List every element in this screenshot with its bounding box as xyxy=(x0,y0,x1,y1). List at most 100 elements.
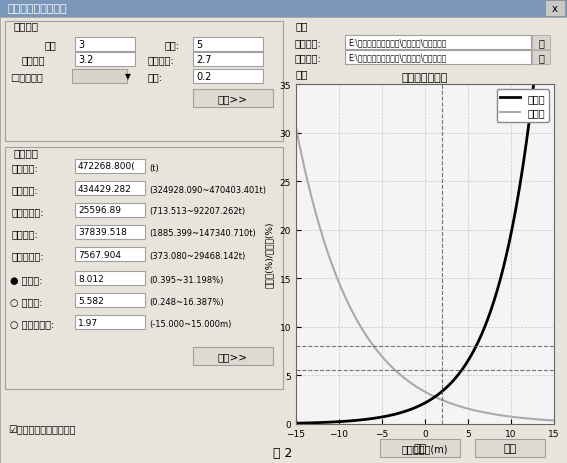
Bar xyxy=(75,271,145,285)
Text: 品位:: 品位: xyxy=(148,72,163,82)
Text: □金属元素: □金属元素 xyxy=(10,72,43,82)
Text: 矿岩分界处边界控制: 矿岩分界处边界控制 xyxy=(8,4,67,14)
Text: x: x xyxy=(552,4,558,14)
X-axis label: 后冲线位置(m): 后冲线位置(m) xyxy=(402,444,448,453)
损失率 xyxy=(455,403,462,409)
Bar xyxy=(75,225,145,239)
Text: 动用矿量:: 动用矿量: xyxy=(12,163,39,173)
Text: (0.248~16.387%): (0.248~16.387%) xyxy=(149,297,223,306)
Bar xyxy=(193,70,263,84)
Bar xyxy=(75,38,135,52)
Text: 采出矿量:: 采出矿量: xyxy=(12,185,39,194)
Text: 3.2: 3.2 xyxy=(78,55,94,65)
Text: (t): (t) xyxy=(149,163,159,172)
Bar xyxy=(345,51,531,65)
Text: 434429.282: 434429.282 xyxy=(78,184,132,193)
损失率 xyxy=(293,125,299,131)
Bar xyxy=(75,53,135,67)
Text: 🗁: 🗁 xyxy=(538,38,544,48)
损失率 xyxy=(324,248,331,254)
损失率 xyxy=(480,410,487,415)
Text: (373.080~29468.142t): (373.080~29468.142t) xyxy=(149,251,246,260)
Text: 输出: 输出 xyxy=(295,69,307,79)
Bar xyxy=(75,160,145,174)
Bar xyxy=(75,181,145,195)
贫化率 xyxy=(395,411,401,416)
Text: 1.97: 1.97 xyxy=(78,318,98,327)
Text: ▼: ▼ xyxy=(125,72,131,81)
Text: 确定: 确定 xyxy=(413,443,426,453)
Text: ○ 贫化率:: ○ 贫化率: xyxy=(10,296,43,307)
贫化率 xyxy=(480,327,487,333)
Bar xyxy=(5,22,283,142)
Text: 37839.518: 37839.518 xyxy=(78,228,127,237)
Text: 🗁: 🗁 xyxy=(538,53,544,63)
Bar xyxy=(193,53,263,67)
Bar xyxy=(193,90,273,108)
Text: (1885.399~147340.710t): (1885.399~147340.710t) xyxy=(149,229,256,238)
Bar xyxy=(72,70,127,84)
Bar xyxy=(75,204,145,218)
Text: (713.513~92207.262t): (713.513~92207.262t) xyxy=(149,207,245,216)
Text: E:\【项目】露天矿爆破\测试用例\品位控制块: E:\【项目】露天矿爆破\测试用例\品位控制块 xyxy=(348,53,446,63)
Bar xyxy=(345,36,531,50)
Text: 步数:: 步数: xyxy=(165,40,180,50)
Bar xyxy=(532,51,550,65)
Text: 图 2: 图 2 xyxy=(273,446,293,459)
Bar xyxy=(75,315,145,329)
损失率 xyxy=(551,418,557,423)
Text: 5.582: 5.582 xyxy=(78,296,104,305)
Text: 损失金属量:: 损失金属量: xyxy=(12,250,45,260)
Text: 步距: 步距 xyxy=(45,40,57,50)
Text: ☑输出矿岩界线处剖面图: ☑输出矿岩界线处剖面图 xyxy=(8,424,75,434)
Bar xyxy=(75,294,145,307)
Text: 块段模型:: 块段模型: xyxy=(295,53,321,63)
Text: 5: 5 xyxy=(196,40,202,50)
贫化率 xyxy=(376,415,383,420)
Text: 0.2: 0.2 xyxy=(196,72,211,82)
Y-axis label: 损失率(%)/贫化率(%): 损失率(%)/贫化率(%) xyxy=(265,221,274,288)
Text: 查看>>: 查看>> xyxy=(218,351,248,361)
Text: 7567.904: 7567.904 xyxy=(78,250,121,259)
Text: 2.7: 2.7 xyxy=(196,55,211,65)
Text: 8.012: 8.012 xyxy=(78,274,104,283)
Bar xyxy=(193,347,273,365)
Bar xyxy=(75,247,145,262)
Text: E:\【项目】露天矿爆破\测试用例\开采水平矿: E:\【项目】露天矿爆破\测试用例\开采水平矿 xyxy=(348,38,446,47)
Legend: 贫化率, 损失率: 贫化率, 损失率 xyxy=(497,90,549,122)
Text: 参数设置: 参数设置 xyxy=(14,21,39,31)
损失率 xyxy=(376,352,383,357)
Text: 指标设置: 指标设置 xyxy=(14,148,39,158)
Text: 损失矿量:: 损失矿量: xyxy=(12,229,39,238)
损失率 xyxy=(395,370,401,376)
Text: 矿体模型:: 矿体模型: xyxy=(295,38,321,48)
Bar xyxy=(532,36,550,50)
Text: 计算>>: 计算>> xyxy=(218,94,248,104)
贫化率 xyxy=(479,331,485,336)
Title: 损失贫化曲线图: 损失贫化曲线图 xyxy=(402,73,448,83)
Text: 输入: 输入 xyxy=(295,21,307,31)
Text: 472268.800(: 472268.800( xyxy=(78,162,136,171)
Bar xyxy=(475,439,545,457)
Text: (324928.090~470403.401t): (324928.090~470403.401t) xyxy=(149,185,266,194)
损失率 xyxy=(479,409,485,415)
Text: 废石体重:: 废石体重: xyxy=(148,55,175,65)
贫化率 xyxy=(455,372,462,378)
Bar xyxy=(5,148,283,389)
Text: 矿石体重: 矿石体重 xyxy=(22,55,45,65)
Text: (-15.000~15.000m): (-15.000~15.000m) xyxy=(149,319,231,328)
Text: 25596.89: 25596.89 xyxy=(78,206,121,215)
Line: 损失率: 损失率 xyxy=(296,128,554,420)
Bar xyxy=(545,1,565,17)
Text: ● 损失率:: ● 损失率: xyxy=(10,275,43,284)
Line: 贫化率: 贫化率 xyxy=(296,0,554,423)
贫化率 xyxy=(324,419,331,425)
Text: 混入废石量:: 混入废石量: xyxy=(12,206,45,217)
Bar xyxy=(193,38,263,52)
Text: 取消: 取消 xyxy=(503,443,517,453)
Text: ○ 后冲线位置:: ○ 后冲线位置: xyxy=(10,319,54,328)
Bar xyxy=(0,0,567,18)
Text: 3: 3 xyxy=(78,40,84,50)
Text: (0.395~31.198%): (0.395~31.198%) xyxy=(149,275,223,284)
Bar xyxy=(380,439,460,457)
